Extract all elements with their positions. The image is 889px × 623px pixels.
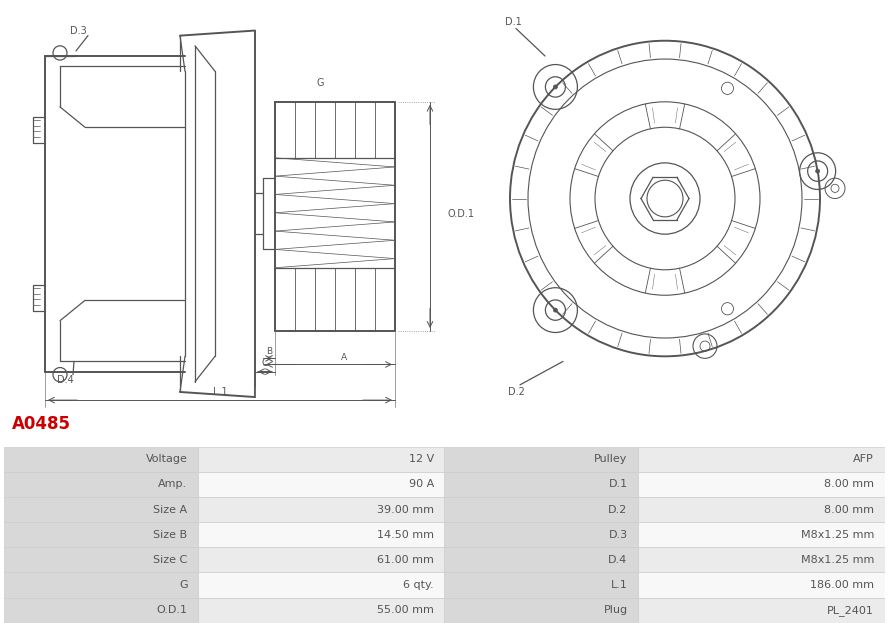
Text: M8x1.25 mm: M8x1.25 mm xyxy=(801,530,874,540)
Bar xyxy=(198,597,444,623)
Text: 55.00 mm: 55.00 mm xyxy=(377,605,434,615)
Text: A0485: A0485 xyxy=(12,414,70,432)
Text: D.1: D.1 xyxy=(608,480,628,490)
Bar xyxy=(638,548,885,573)
Text: Amp.: Amp. xyxy=(158,480,188,490)
Bar xyxy=(444,597,638,623)
Text: Size C: Size C xyxy=(153,555,188,565)
Bar xyxy=(4,573,198,597)
Text: L.1: L.1 xyxy=(611,580,628,590)
Bar xyxy=(4,472,198,497)
Bar xyxy=(444,472,638,497)
Text: Size B: Size B xyxy=(154,530,188,540)
Text: D.4: D.4 xyxy=(57,375,74,385)
Bar xyxy=(638,497,885,522)
Text: 8.00 mm: 8.00 mm xyxy=(824,505,874,515)
Bar xyxy=(638,447,885,472)
Text: 8.00 mm: 8.00 mm xyxy=(824,480,874,490)
Bar xyxy=(4,447,198,472)
Text: C: C xyxy=(261,358,268,368)
Bar xyxy=(198,522,444,548)
Bar xyxy=(4,497,198,522)
Bar xyxy=(638,472,885,497)
Text: 61.00 mm: 61.00 mm xyxy=(377,555,434,565)
Text: Plug: Plug xyxy=(604,605,628,615)
Bar xyxy=(4,548,198,573)
Text: D.2: D.2 xyxy=(608,505,628,515)
Circle shape xyxy=(815,169,820,173)
Text: AFP: AFP xyxy=(853,454,874,464)
Bar xyxy=(198,447,444,472)
Circle shape xyxy=(553,308,557,312)
Text: O.D.1: O.D.1 xyxy=(156,605,188,615)
Text: A: A xyxy=(341,353,347,362)
Text: PL_2401: PL_2401 xyxy=(827,605,874,616)
Text: 12 V: 12 V xyxy=(409,454,434,464)
Bar xyxy=(444,497,638,522)
Bar xyxy=(4,522,198,548)
Text: 90 A: 90 A xyxy=(409,480,434,490)
Bar xyxy=(198,573,444,597)
Text: 39.00 mm: 39.00 mm xyxy=(377,505,434,515)
Bar xyxy=(638,597,885,623)
Text: D.3: D.3 xyxy=(608,530,628,540)
Text: 6 qty.: 6 qty. xyxy=(404,580,434,590)
Circle shape xyxy=(553,85,557,89)
Text: G: G xyxy=(316,78,324,88)
Text: Voltage: Voltage xyxy=(146,454,188,464)
Text: Size A: Size A xyxy=(154,505,188,515)
Text: Pulley: Pulley xyxy=(594,454,628,464)
Text: 186.00 mm: 186.00 mm xyxy=(810,580,874,590)
Bar xyxy=(198,497,444,522)
Bar xyxy=(444,548,638,573)
Bar xyxy=(444,447,638,472)
Text: 14.50 mm: 14.50 mm xyxy=(377,530,434,540)
Bar xyxy=(198,548,444,573)
Bar xyxy=(444,522,638,548)
Text: G: G xyxy=(179,580,188,590)
Bar xyxy=(198,472,444,497)
Bar xyxy=(638,522,885,548)
Text: B: B xyxy=(266,347,272,356)
Text: D.1: D.1 xyxy=(505,17,522,27)
Text: O.D.1: O.D.1 xyxy=(448,209,475,219)
Text: D.4: D.4 xyxy=(608,555,628,565)
Text: L.1: L.1 xyxy=(212,387,228,397)
Bar xyxy=(638,573,885,597)
Text: D.3: D.3 xyxy=(69,26,86,36)
Text: D.2: D.2 xyxy=(508,387,525,397)
Text: M8x1.25 mm: M8x1.25 mm xyxy=(801,555,874,565)
Bar xyxy=(444,573,638,597)
Bar xyxy=(4,597,198,623)
